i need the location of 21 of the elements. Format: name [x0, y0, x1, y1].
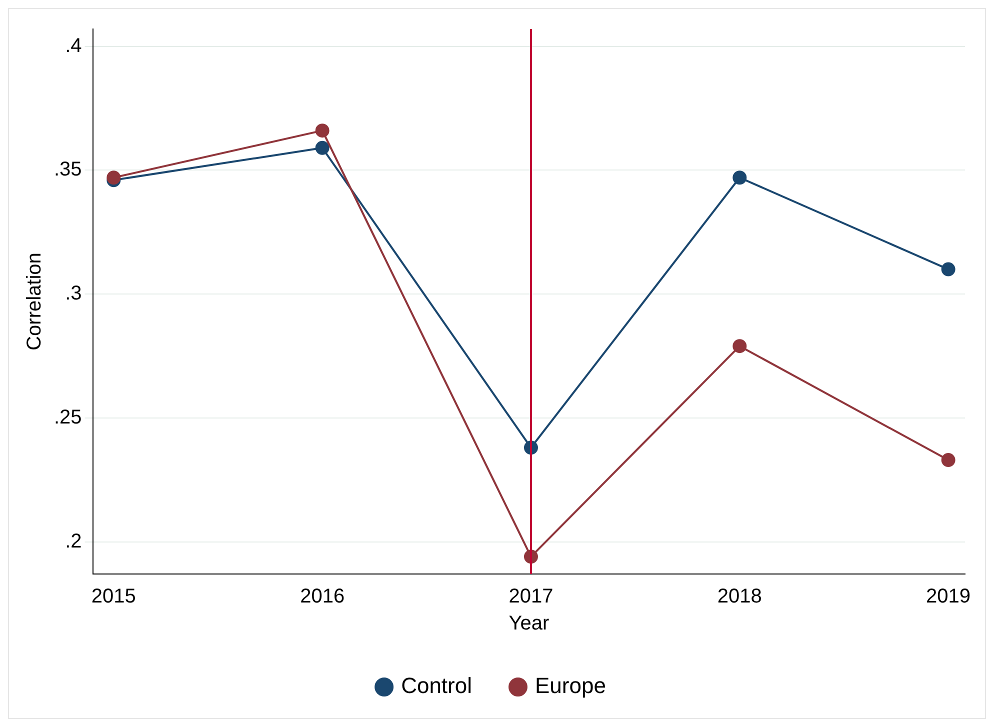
- y-tick-label: .3: [65, 282, 82, 305]
- point: [315, 124, 330, 138]
- point: [941, 453, 956, 468]
- legend-label: Control: [401, 673, 472, 698]
- x-tick-label: 2019: [926, 586, 971, 608]
- point: [941, 262, 956, 276]
- y-tick-label: .25: [54, 406, 82, 428]
- legend-label: Europe: [534, 673, 606, 698]
- x-tick-label: 2018: [717, 586, 762, 608]
- x-tick-label: 2015: [91, 586, 136, 608]
- y-tick-label: .2: [65, 530, 82, 552]
- y-tick-label: .4: [65, 34, 82, 57]
- point: [732, 339, 747, 354]
- y-tick-label: .35: [54, 158, 82, 181]
- point: [315, 140, 330, 155]
- point: [732, 170, 747, 185]
- x-axis-title: Year: [508, 612, 550, 635]
- x-tick-label: 2017: [508, 586, 554, 608]
- y-axis-title: Correlation: [24, 252, 46, 350]
- point: [106, 170, 121, 185]
- x-tick-label: 2016: [300, 586, 345, 608]
